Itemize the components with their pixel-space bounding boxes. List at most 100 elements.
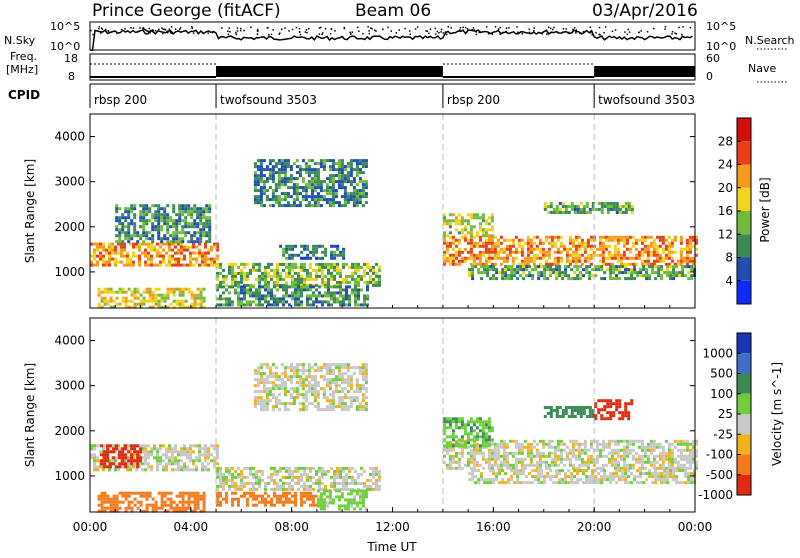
data-cell xyxy=(118,465,121,468)
data-cell xyxy=(191,291,194,294)
data-cell xyxy=(234,275,237,278)
data-cell xyxy=(354,272,357,275)
data-cell xyxy=(608,254,611,257)
data-cell xyxy=(260,399,263,402)
data-cell xyxy=(333,275,336,278)
data-cell xyxy=(568,211,571,214)
data-cell xyxy=(590,236,593,239)
data-cell xyxy=(306,269,309,272)
data-cell xyxy=(266,405,269,408)
data-cell xyxy=(315,251,318,254)
data-cell xyxy=(663,271,666,274)
data-cell xyxy=(536,452,539,455)
noise-search-dot xyxy=(533,30,535,32)
data-cell xyxy=(197,504,200,507)
data-cell xyxy=(168,246,171,249)
data-cell xyxy=(483,265,486,268)
data-cell xyxy=(554,464,557,467)
data-cell xyxy=(363,300,366,303)
data-cell xyxy=(324,251,327,254)
velocity-panel-bg xyxy=(90,318,695,512)
data-cell xyxy=(516,472,519,475)
data-cell xyxy=(342,266,345,269)
data-cell xyxy=(534,469,537,472)
data-cell xyxy=(159,459,162,462)
data-cell xyxy=(467,452,470,455)
data-cell xyxy=(608,443,611,446)
noise-search-dot xyxy=(682,26,684,28)
data-cell xyxy=(599,239,602,242)
data-cell xyxy=(254,183,257,186)
data-cell xyxy=(135,468,138,471)
data-cell xyxy=(169,234,172,237)
data-cell xyxy=(300,476,303,479)
data-cell xyxy=(171,447,174,450)
noise-search-dot xyxy=(143,27,145,29)
data-cell xyxy=(596,446,599,449)
data-cell xyxy=(199,237,202,240)
data-cell xyxy=(342,470,345,473)
data-cell xyxy=(270,263,273,266)
data-cell xyxy=(501,274,504,277)
data-cell xyxy=(188,495,191,498)
data-cell xyxy=(333,291,336,294)
data-cell xyxy=(240,488,243,491)
data-cell xyxy=(647,236,650,239)
data-cell xyxy=(294,482,297,485)
data-cell xyxy=(254,369,257,372)
data-cell xyxy=(602,257,605,260)
noise-search-dot xyxy=(522,33,524,35)
data-cell xyxy=(641,239,644,242)
data-cell xyxy=(120,252,123,255)
data-cell xyxy=(260,189,263,192)
data-cell xyxy=(632,449,635,452)
data-cell xyxy=(353,192,356,195)
data-cell xyxy=(542,440,545,443)
data-cell xyxy=(578,242,581,245)
data-cell xyxy=(560,449,563,452)
data-cell xyxy=(329,387,332,390)
data-cell xyxy=(452,435,455,438)
data-cell xyxy=(179,507,182,510)
data-cell xyxy=(378,281,381,284)
data-cell xyxy=(234,498,237,501)
data-cell xyxy=(199,207,202,210)
data-cell xyxy=(197,288,200,291)
data-cell xyxy=(335,195,338,198)
data-cell xyxy=(650,245,653,248)
data-cell xyxy=(282,285,285,288)
data-cell xyxy=(148,237,151,240)
noise-search-dot xyxy=(629,31,631,33)
data-cell xyxy=(647,251,650,254)
data-cell xyxy=(314,180,317,183)
data-cell xyxy=(171,453,174,456)
data-cell xyxy=(641,248,644,251)
data-cell xyxy=(533,248,536,251)
data-cell xyxy=(246,284,249,287)
data-cell xyxy=(357,297,360,300)
noise-search-dot xyxy=(627,29,629,31)
data-cell xyxy=(203,297,206,300)
noise-search-dot xyxy=(108,31,110,33)
data-cell xyxy=(521,458,524,461)
data-cell xyxy=(461,228,464,231)
data-cell xyxy=(333,269,336,272)
data-cell xyxy=(299,165,302,168)
data-cell xyxy=(309,488,312,491)
data-cell xyxy=(196,207,199,210)
data-cell xyxy=(339,251,342,254)
data-cell xyxy=(659,446,662,449)
data-cell xyxy=(272,192,275,195)
data-cell xyxy=(491,251,494,254)
data-cell xyxy=(133,222,136,225)
data-cell xyxy=(446,449,449,452)
data-cell xyxy=(500,257,503,260)
data-cell xyxy=(261,303,264,306)
data-cell xyxy=(99,465,102,468)
noise-search-dot xyxy=(565,28,567,30)
data-cell xyxy=(362,489,365,492)
data-cell xyxy=(202,216,205,219)
data-cell xyxy=(326,159,329,162)
data-cell xyxy=(93,258,96,261)
data-cell xyxy=(485,251,488,254)
